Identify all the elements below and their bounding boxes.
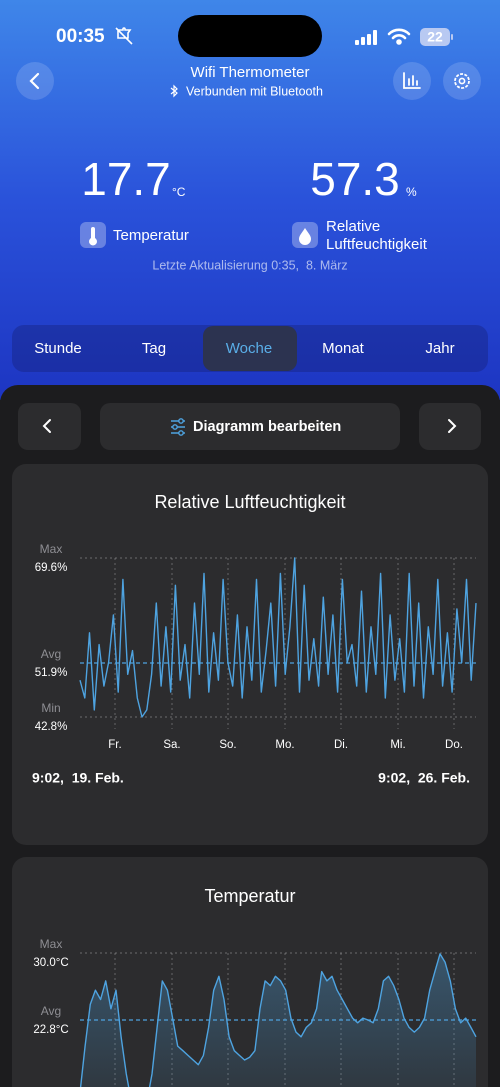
mute-icon [115, 27, 133, 45]
reference-name: Max [40, 542, 63, 556]
x-label: Mi. [390, 739, 405, 751]
last-update: Letzte Aktualisierung 0:35, 8. März [152, 258, 347, 272]
tab[interactable]: Stunde [34, 340, 82, 357]
previous-button[interactable] [18, 403, 81, 450]
x-label: Fr. [108, 739, 121, 751]
x-label: Mo. [275, 739, 294, 751]
tab-selected-background [203, 326, 297, 371]
dynamic-island [178, 15, 322, 57]
humidity-label: Relative Luftfeuchtigkeit [326, 218, 427, 253]
tab[interactable]: Tag [142, 340, 166, 357]
reference-value: 69.6% [35, 562, 68, 574]
humidity-unit: % [406, 185, 417, 199]
edit-chart-label[interactable]: Diagramm bearbeiten [193, 419, 341, 435]
temperature-unit: °C [172, 185, 186, 199]
data-line [79, 953, 477, 1087]
chart-title: Temperatur [204, 886, 295, 906]
reference-value: 30.0°C [33, 957, 68, 969]
x-label: So. [219, 739, 236, 751]
reference-name: Avg [41, 1004, 61, 1018]
battery-tip [451, 34, 453, 40]
humidity-value: 57.3 [310, 153, 400, 205]
status-time: 00:35 [56, 26, 105, 47]
battery-icon [420, 28, 450, 46]
reference-name: Max [40, 937, 63, 951]
temperature-value: 17.7 [81, 153, 171, 205]
edit-chart-button[interactable]: Diagramm bearbeiten [100, 403, 400, 450]
back-button[interactable] [16, 62, 54, 100]
reference-value: 42.8% [35, 721, 68, 733]
settings-button[interactable] [443, 62, 481, 100]
chart-title: Relative Luftfeuchtigkeit [154, 492, 345, 512]
device-subtitle: Verbunden mit Bluetooth [186, 84, 323, 98]
tab[interactable]: Monat [322, 340, 365, 357]
battery-level: 22 [427, 29, 443, 45]
data-line [79, 557, 477, 718]
tab[interactable]: Woche [226, 340, 272, 357]
next-button[interactable] [419, 403, 481, 450]
thermometer-icon [80, 222, 106, 248]
x-label: Di. [334, 739, 348, 751]
droplet-icon [292, 222, 318, 248]
end-date: 9:02, 26. Feb. [378, 770, 470, 786]
device-title: Wifi Thermometer [191, 64, 310, 81]
area-fill [80, 953, 476, 1087]
signal-icon [355, 30, 377, 45]
start-date: 9:02, 19. Feb. [32, 770, 124, 786]
reference-value: 22.8°C [33, 1024, 68, 1036]
reference-name: Min [41, 701, 60, 715]
bluetooth-icon [170, 84, 178, 98]
temperature-label: Temperatur [113, 227, 189, 244]
x-label: Do. [445, 739, 463, 751]
tab[interactable]: Jahr [425, 340, 454, 357]
statistics-button[interactable] [393, 62, 431, 100]
x-label: Sa. [163, 739, 180, 751]
wifi-icon [387, 28, 411, 45]
reference-value: 51.9% [35, 667, 68, 679]
reference-name: Avg [41, 647, 61, 661]
